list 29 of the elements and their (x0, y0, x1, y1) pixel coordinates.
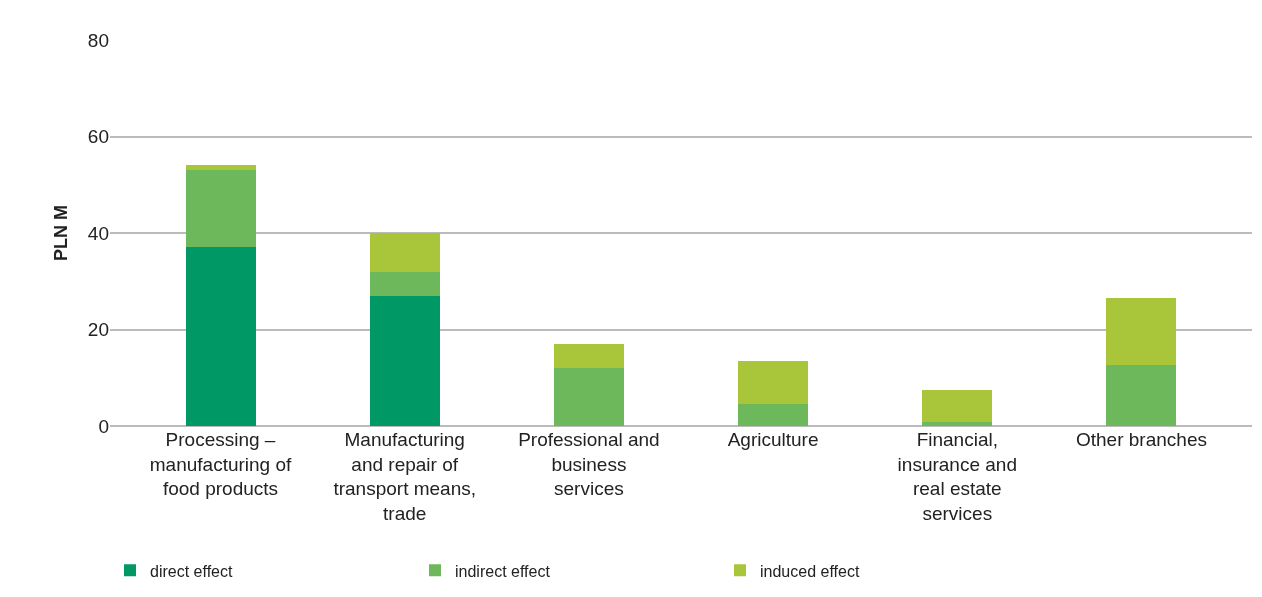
bar (369, 271, 440, 296)
y-tick-label: 60 (87, 126, 109, 148)
y-tick-label: 0 (98, 415, 109, 437)
bar (185, 247, 256, 426)
y-tick-label: 40 (87, 222, 109, 244)
legend-label: induced effect (760, 562, 860, 580)
bar (553, 368, 624, 426)
bar (1106, 365, 1177, 426)
x-tick-label: Processing – manufacturing of food products (149, 429, 292, 500)
bar (185, 170, 256, 248)
legend-label: indirect effect (455, 562, 551, 580)
x-tick-label: Manufacturing and repair of transport means, trade (333, 429, 476, 525)
bar (738, 360, 809, 405)
x-tick-label: Professional and business services (518, 429, 660, 500)
x-tick-label: Financial, insurance and real estate services (897, 429, 1017, 525)
legend-label: direct effect (150, 562, 233, 580)
bar (369, 295, 440, 426)
bar (922, 422, 993, 426)
bar (369, 233, 440, 272)
y-tick-label: 20 (87, 319, 109, 341)
bar (738, 404, 809, 426)
bar (185, 165, 256, 171)
y-tick-label: 80 (87, 29, 109, 51)
y-axis-title: PLN M (51, 205, 72, 261)
bar (922, 390, 993, 423)
x-tick-label: Agriculture (727, 429, 819, 450)
bar (553, 343, 624, 369)
x-tick-label: Other branches (1076, 429, 1207, 450)
bar (1106, 297, 1177, 366)
